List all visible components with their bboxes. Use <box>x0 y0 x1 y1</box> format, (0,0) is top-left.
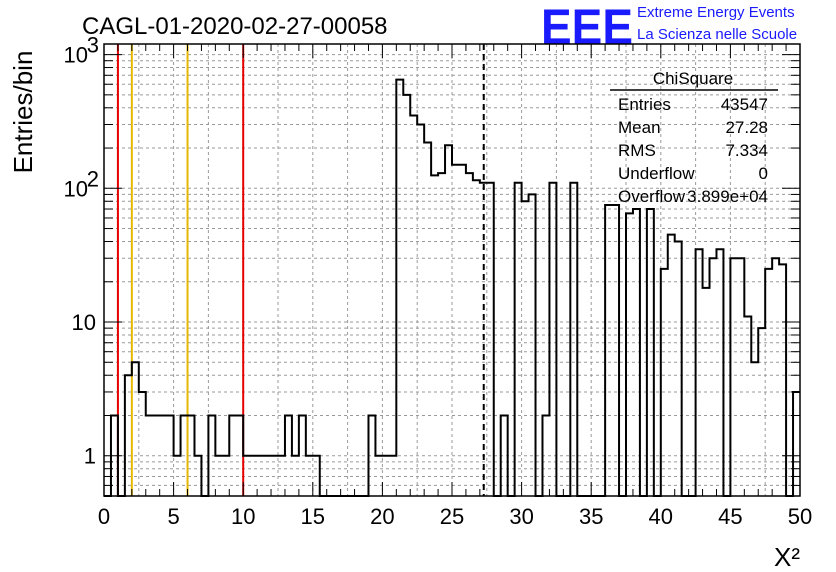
x-tick-label: 30 <box>509 504 533 529</box>
stats-label-mean: Mean <box>618 118 661 137</box>
x-tick-label: 20 <box>370 504 394 529</box>
stats-label-rms: RMS <box>618 141 656 160</box>
y-tick-label: 10 <box>64 43 88 68</box>
eee-logo-line2: La Scienza nelle Scuole <box>637 26 797 43</box>
axis-ticks <box>103 44 801 497</box>
x-tick-label: 50 <box>788 504 812 529</box>
x-tick-label: 35 <box>579 504 603 529</box>
x-tick-label: 45 <box>718 504 742 529</box>
stats-box: ChiSquare Entries 43547 Mean 27.28 RMS 7… <box>610 69 778 206</box>
y-tick-label: 10 <box>72 310 96 335</box>
y-tick-label-exponent: 2 <box>87 166 99 191</box>
stats-value-overflow: 3.899e+04 <box>687 187 768 206</box>
eee-logo-line1: Extreme Energy Events <box>637 4 795 21</box>
grid-lines <box>104 44 800 496</box>
stats-value-entries: 43547 <box>721 95 768 114</box>
x-tick-label: 15 <box>301 504 325 529</box>
x-tick-label: 10 <box>231 504 255 529</box>
stats-label-overflow: Overflow <box>618 187 686 206</box>
eee-logo: EEE Extreme Energy Events La Scienza nel… <box>541 0 797 55</box>
x-tick-label: 25 <box>440 504 464 529</box>
stats-box-title: ChiSquare <box>653 69 733 88</box>
x-tick-label: 5 <box>167 504 179 529</box>
x-axis-title: X² <box>774 542 800 572</box>
y-tick-label: 1 <box>84 444 96 469</box>
y-tick-label-exponent: 3 <box>87 33 99 58</box>
stats-value-mean: 27.28 <box>725 118 768 137</box>
x-tick-label: 40 <box>649 504 673 529</box>
y-tick-label: 10 <box>64 176 88 201</box>
plot-frame <box>103 43 801 497</box>
stats-label-underflow: Underflow <box>618 164 695 183</box>
y-axis-title: Entries/bin <box>8 51 38 174</box>
x-tick-labels: 0 5 10 15 20 25 30 35 40 45 50 <box>98 504 812 529</box>
plot-area <box>103 43 801 497</box>
histogram-title: CAGL-01-2020-02-27-00058 <box>82 13 388 40</box>
stats-value-rms: 7.334 <box>725 141 768 160</box>
stats-value-underflow: 0 <box>759 164 768 183</box>
histogram-step-line <box>104 78 800 497</box>
x-tick-label: 0 <box>98 504 110 529</box>
stats-label-entries: Entries <box>618 95 671 114</box>
